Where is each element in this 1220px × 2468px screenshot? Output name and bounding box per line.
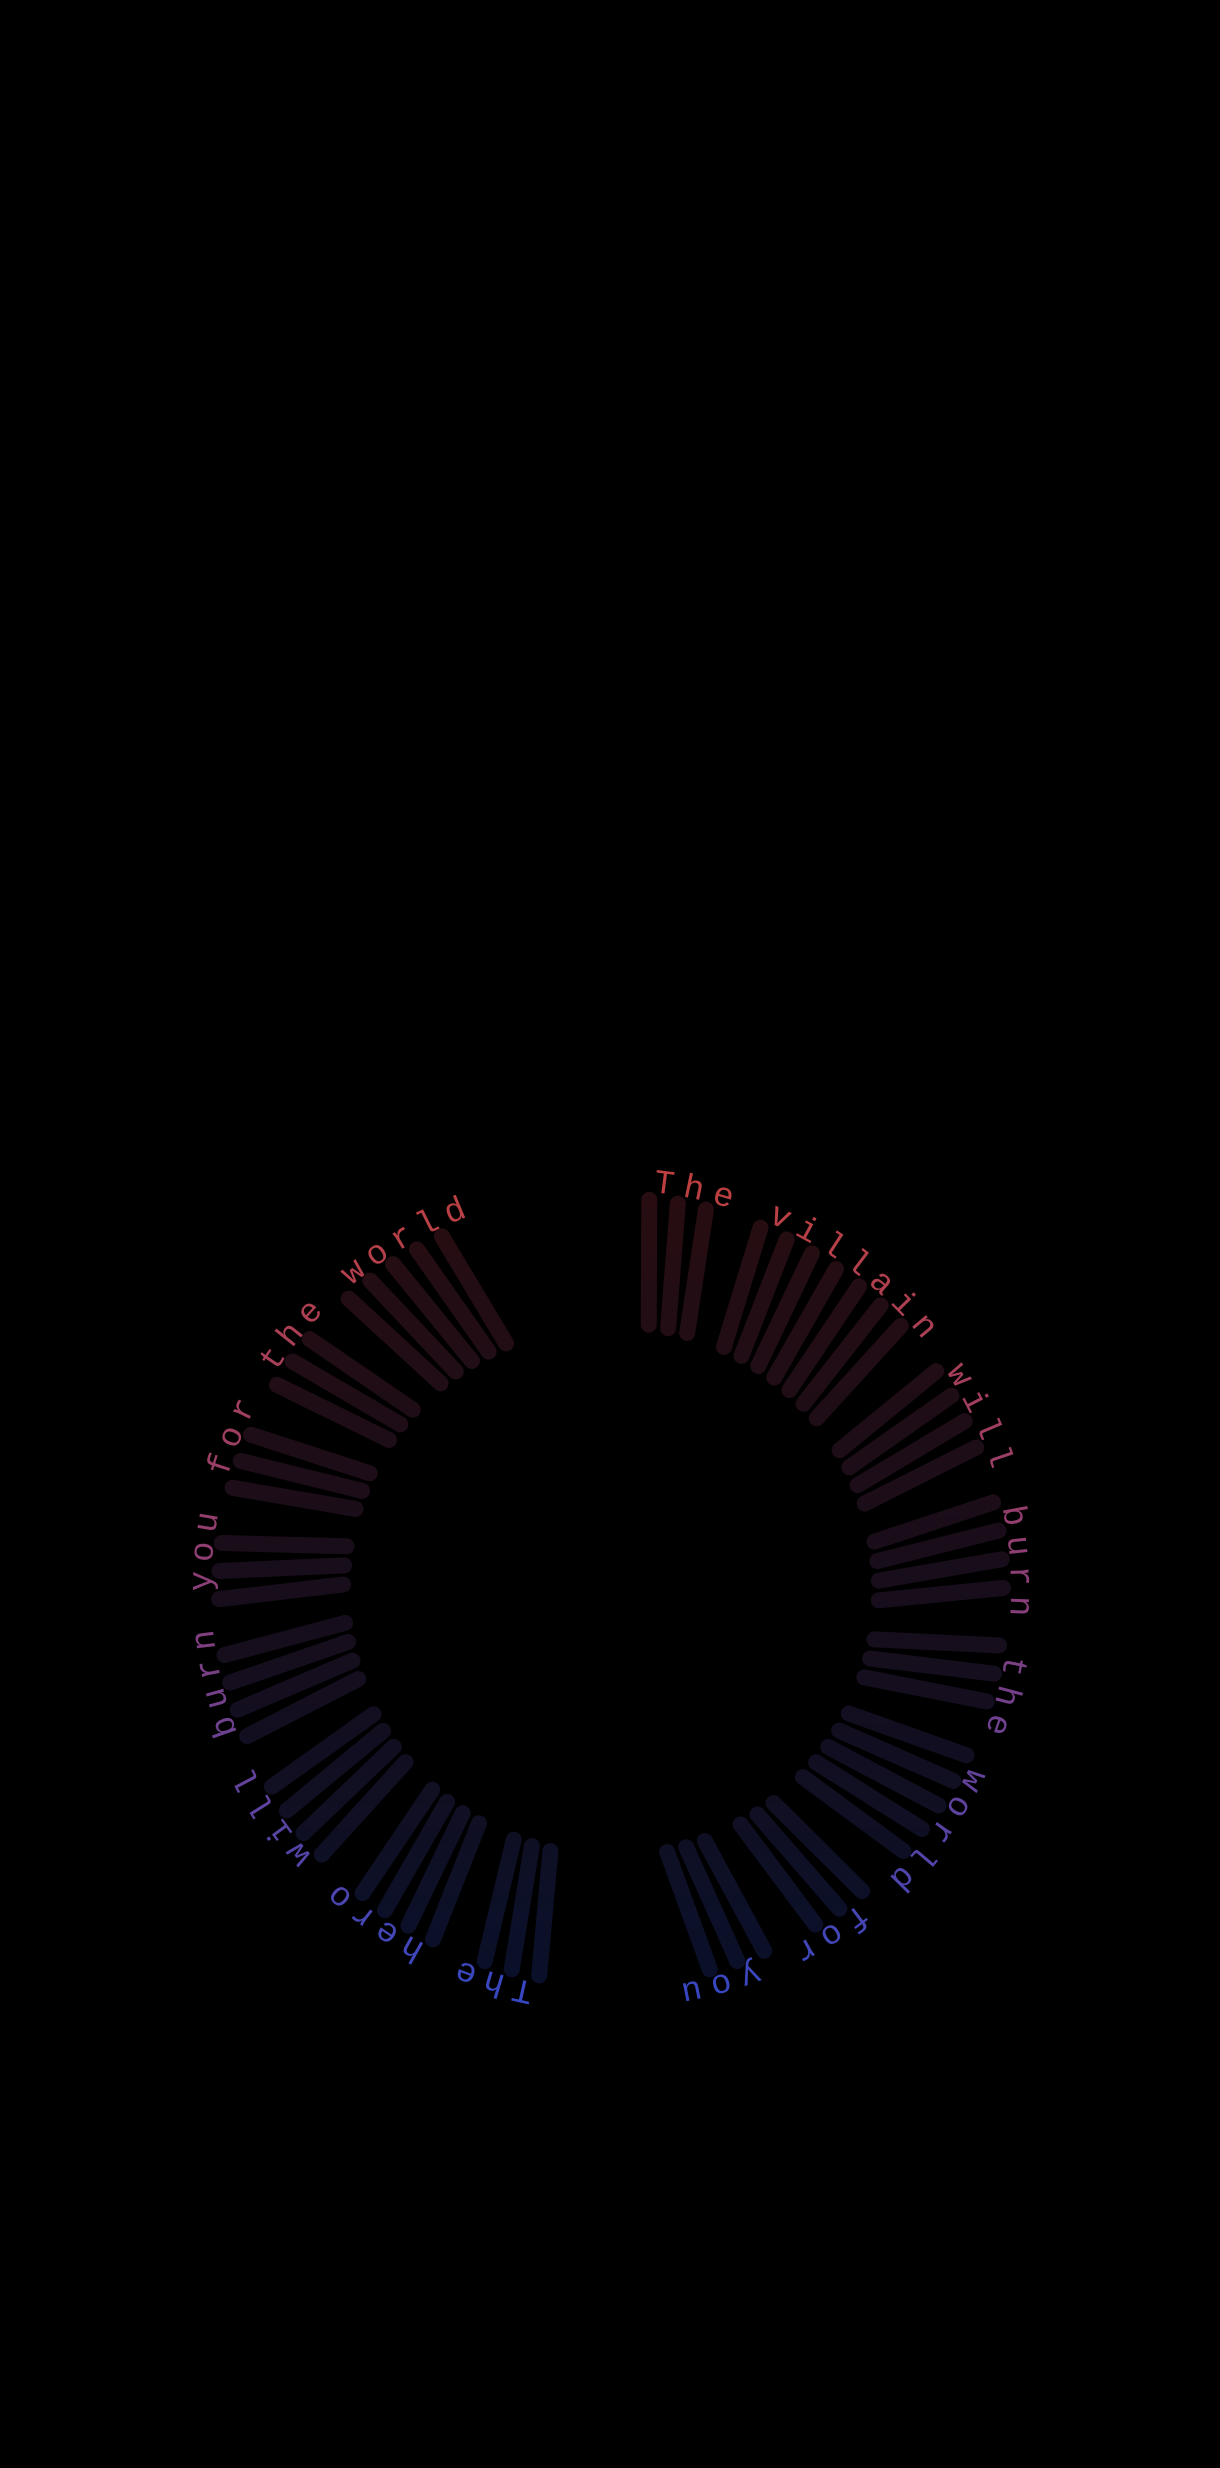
ray <box>733 1231 795 1364</box>
ray <box>866 1631 1008 1654</box>
ray <box>376 1793 456 1919</box>
ray <box>211 1557 353 1580</box>
ray <box>211 1576 352 1608</box>
ray <box>749 1806 848 1917</box>
ray <box>781 1278 867 1399</box>
ray <box>849 1413 973 1494</box>
ray <box>425 1815 488 1948</box>
ray <box>732 1816 824 1933</box>
ray <box>870 1551 1010 1589</box>
ray <box>856 1439 985 1512</box>
ray <box>278 1722 392 1819</box>
ray <box>862 1650 1002 1682</box>
ray <box>213 1534 355 1555</box>
ray <box>222 1633 357 1691</box>
ray <box>531 1843 559 1984</box>
ray <box>820 1738 947 1814</box>
ray <box>385 1256 480 1369</box>
ray <box>679 1201 714 1342</box>
ray <box>840 1705 975 1764</box>
ray <box>766 1261 845 1386</box>
ray <box>433 1228 515 1352</box>
ray <box>866 1494 1002 1550</box>
ray <box>869 1522 1007 1570</box>
ray <box>239 1670 367 1745</box>
ray <box>476 1831 522 1970</box>
ray <box>295 1738 402 1842</box>
ray <box>284 1353 409 1433</box>
ray <box>808 1754 930 1837</box>
ray <box>659 1844 718 1978</box>
ray <box>340 1290 449 1392</box>
ray <box>696 1833 773 1959</box>
ray <box>831 1722 962 1789</box>
ray <box>400 1805 471 1934</box>
ray <box>229 1652 361 1718</box>
ray <box>224 1479 364 1517</box>
ray <box>263 1706 382 1795</box>
ray <box>870 1579 1011 1609</box>
ray <box>660 1195 686 1337</box>
ray <box>503 1838 540 1978</box>
ray <box>268 1376 397 1448</box>
ray <box>808 1317 909 1427</box>
ray <box>301 1331 421 1418</box>
ray <box>678 1839 746 1970</box>
ray <box>794 1769 912 1860</box>
ray <box>795 1297 889 1412</box>
ray <box>362 1272 464 1380</box>
ray <box>313 1754 414 1863</box>
ray <box>856 1669 995 1710</box>
ray <box>715 1219 769 1355</box>
ray <box>408 1241 497 1360</box>
rays <box>211 1191 1011 1984</box>
ray <box>232 1452 371 1499</box>
ray <box>216 1614 354 1664</box>
ray <box>831 1363 945 1459</box>
ray <box>750 1245 820 1375</box>
ray <box>841 1387 960 1476</box>
ray <box>765 1795 871 1900</box>
ray <box>354 1781 441 1902</box>
ray <box>243 1426 378 1482</box>
